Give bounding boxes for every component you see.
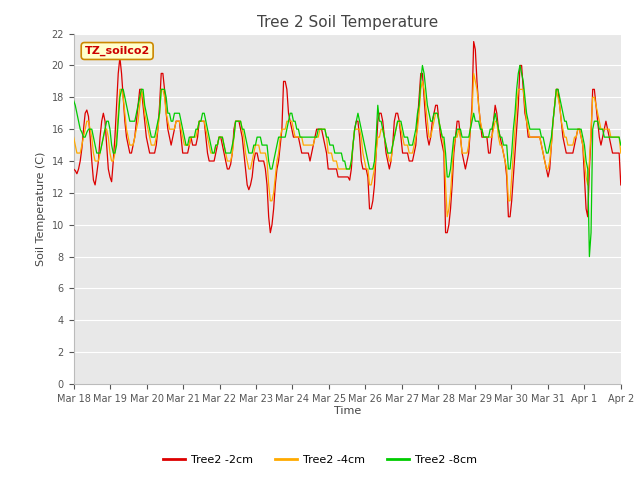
X-axis label: Time: Time: [333, 407, 361, 417]
Text: TZ_soilco2: TZ_soilco2: [84, 46, 150, 56]
Title: Tree 2 Soil Temperature: Tree 2 Soil Temperature: [257, 15, 438, 30]
Legend: Tree2 -2cm, Tree2 -4cm, Tree2 -8cm: Tree2 -2cm, Tree2 -4cm, Tree2 -8cm: [159, 451, 481, 469]
Y-axis label: Soil Temperature (C): Soil Temperature (C): [36, 152, 46, 266]
